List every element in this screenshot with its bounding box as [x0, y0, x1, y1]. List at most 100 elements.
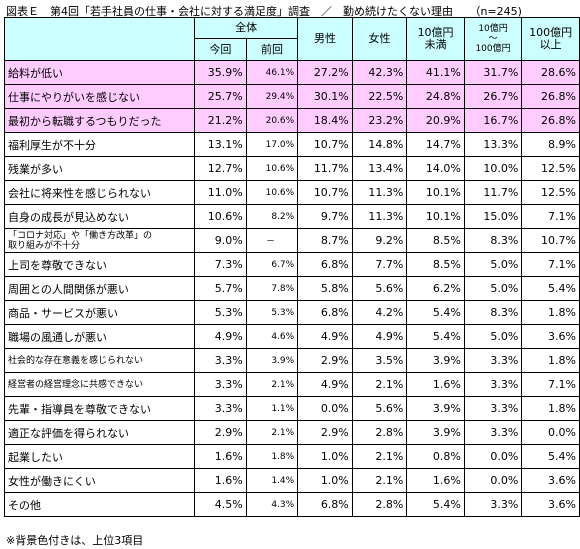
cell-current: 21.2%	[194, 108, 247, 133]
cell-current: 1.6%	[194, 444, 247, 469]
cell-female: 7.7%	[351, 252, 408, 277]
header-previous: 前回	[245, 38, 299, 61]
cell-current: 7.3%	[194, 252, 247, 277]
cell-over100: 12.5%	[521, 180, 580, 205]
cell-previous: 1.8%	[245, 444, 299, 469]
cell-male: 0.0%	[297, 396, 353, 421]
cell-previous: 1.1%	[245, 396, 299, 421]
cell-mid: 13.3%	[463, 132, 523, 157]
cell-previous: 17.0%	[245, 132, 299, 157]
table-row: 起業したい 1.6% 1.8% 1.0% 2.1% 0.8% 0.0% 5.4%	[3, 444, 580, 469]
cell-male: 30.1%	[297, 84, 353, 109]
cell-male: 8.7%	[297, 228, 353, 253]
cell-current: 35.9%	[194, 60, 247, 85]
table-row: 給料が低い 35.9% 46.1% 27.2% 42.3% 41.1% 31.7% 28.6%	[3, 60, 580, 85]
cell-over100: 5.4%	[521, 276, 580, 301]
cell-previous: 8.2%	[245, 204, 299, 229]
table-row: 「コロナ対応」や「働き方改革」の 取り組みが不十分 9.0% － 8.7% 9.2% 8.5…	[3, 228, 580, 253]
cell-over100: 3.6%	[521, 324, 580, 349]
cell-female: 2.1%	[351, 468, 408, 493]
cell-male: 18.4%	[297, 108, 353, 133]
cell-under10: 5.4%	[406, 300, 465, 325]
cell-mid: 3.3%	[463, 372, 523, 397]
cell-under10: 8.5%	[406, 228, 465, 253]
cell-over100: 7.1%	[521, 204, 580, 229]
cell-mid: 10.0%	[463, 156, 523, 181]
cell-previous: 46.1%	[245, 60, 299, 85]
row-label: 仕事にやりがいを感じない	[3, 84, 196, 109]
table-row: 周囲との人間関係が悪い 5.7% 7.8% 5.8% 5.6% 6.2% 5.0% 5.4%	[3, 276, 580, 301]
cell-previous: 20.6%	[245, 108, 299, 133]
table-row: 最初から転職するつもりだった 21.2% 20.6% 18.4% 23.2% 20.9% 1…	[3, 108, 580, 133]
cell-mid: 3.3%	[463, 348, 523, 373]
cell-current: 3.3%	[194, 348, 247, 373]
cell-under10: 1.6%	[406, 468, 465, 493]
table-row: 残業が多い 12.7% 10.6% 11.7% 13.4% 14.0% 10.0% 12.5%	[3, 156, 580, 181]
cell-current: 11.0%	[194, 180, 247, 205]
header-10-100oku-line3: 100億円	[475, 44, 511, 54]
cell-under10: 14.0%	[406, 156, 465, 181]
table-row: 先輩・指導員を尊敬できない 3.3% 1.1% 0.0% 5.6% 3.9% 3.3% 1.8…	[3, 396, 580, 421]
cell-male: 2.9%	[297, 420, 353, 445]
row-label: 商品・サービスが悪い	[3, 300, 196, 325]
row-label: 社会的な存在意義を感じられない	[3, 348, 196, 373]
cell-previous: 3.9%	[245, 348, 299, 373]
cell-previous: －	[245, 228, 299, 253]
table-row: その他 4.5% 4.3% 6.8% 2.8% 5.4% 3.3% 3.6%	[3, 492, 580, 517]
cell-under10: 6.2%	[406, 276, 465, 301]
cell-mid: 3.3%	[463, 396, 523, 421]
cell-female: 9.2%	[351, 228, 408, 253]
header-current: 今回	[194, 38, 247, 61]
cell-under10: 3.9%	[406, 348, 465, 373]
cell-over100: 26.8%	[521, 108, 580, 133]
row-label: 福利厚生が不十分	[3, 132, 196, 157]
header-10-100oku: 10億円 ～ 100億円	[463, 17, 523, 61]
row-label-line1: 「コロナ対応」や「働き方改革」の	[8, 230, 153, 241]
cell-female: 5.6%	[351, 396, 408, 421]
cell-male: 6.8%	[297, 492, 353, 517]
header-10-100oku-line2: ～	[488, 34, 498, 44]
cell-previous: 6.7%	[245, 252, 299, 277]
cell-mid: 15.0%	[463, 204, 523, 229]
cell-previous: 4.6%	[245, 324, 299, 349]
cell-female: 23.2%	[351, 108, 408, 133]
table-title: 図表Ｅ 第4回「若手社員の仕事・会社に対する満足度」調査 ／ 勤め続けたくない理…	[6, 5, 522, 18]
row-label: 残業が多い	[3, 156, 196, 181]
cell-current: 1.6%	[194, 468, 247, 493]
cell-under10: 20.9%	[406, 108, 465, 133]
cell-under10: 3.9%	[406, 396, 465, 421]
row-label: その他	[3, 492, 196, 517]
cell-female: 11.3%	[351, 180, 408, 205]
cell-mid: 8.3%	[463, 228, 523, 253]
cell-over100: 5.4%	[521, 444, 580, 469]
cell-current: 3.3%	[194, 396, 247, 421]
cell-mid: 0.0%	[463, 444, 523, 469]
cell-over100: 1.8%	[521, 396, 580, 421]
table-body: 給料が低い 35.9% 46.1% 27.2% 42.3% 41.1% 31.7% 28.6%…	[3, 60, 580, 517]
cell-under10: 24.8%	[406, 84, 465, 109]
table-row: 商品・サービスが悪い 5.3% 5.3% 6.8% 4.2% 5.4% 8.3% 1.8%	[3, 300, 580, 325]
cell-current: 5.3%	[194, 300, 247, 325]
cell-female: 2.8%	[351, 492, 408, 517]
cell-over100: 12.5%	[521, 156, 580, 181]
header-over-100oku-line2: 以上	[539, 38, 562, 51]
cell-female: 22.5%	[351, 84, 408, 109]
cell-male: 4.9%	[297, 372, 353, 397]
cell-male: 5.8%	[297, 276, 353, 301]
footnote: ※背景色付きは、上位3項目	[6, 534, 144, 547]
row-label: 「コロナ対応」や「働き方改革」の 取り組みが不十分	[3, 228, 196, 253]
cell-previous: 2.1%	[245, 372, 299, 397]
cell-female: 3.5%	[351, 348, 408, 373]
cell-over100: 7.1%	[521, 252, 580, 277]
cell-mid: 5.0%	[463, 252, 523, 277]
cell-over100: 26.8%	[521, 84, 580, 109]
cell-previous: 5.3%	[245, 300, 299, 325]
cell-current: 10.6%	[194, 204, 247, 229]
row-label: 最初から転職するつもりだった	[3, 108, 196, 133]
cell-female: 2.1%	[351, 444, 408, 469]
cell-over100: 10.7%	[521, 228, 580, 253]
cell-current: 3.3%	[194, 372, 247, 397]
row-label: 適正な評価を得られない	[3, 420, 196, 445]
cell-under10: 0.8%	[406, 444, 465, 469]
cell-previous: 1.4%	[245, 468, 299, 493]
